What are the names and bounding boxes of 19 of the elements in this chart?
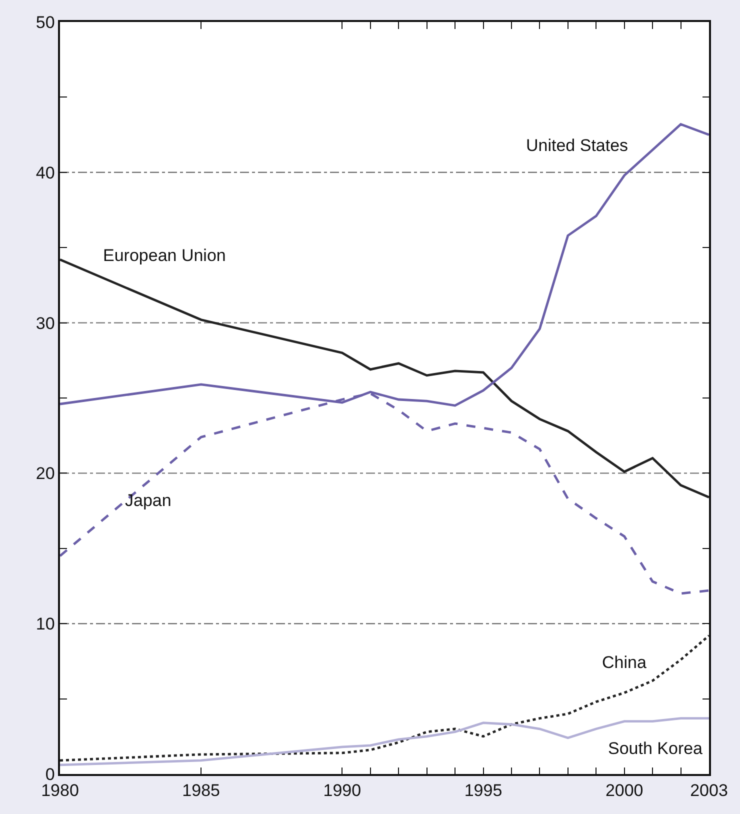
y-tick-label: 20 [36, 464, 55, 484]
annotation: United States [526, 136, 628, 155]
line-series [60, 717, 709, 766]
x-tick-label: 1995 [464, 781, 502, 800]
line-series [60, 634, 709, 762]
y-tick-label: 0 [45, 764, 55, 784]
annotation: China [602, 653, 647, 672]
x-tick-label: 2003 [690, 781, 728, 800]
y-tick-label: 30 [36, 314, 55, 333]
y-tick-label: 50 [36, 12, 55, 32]
x-tick-label: 1980 [41, 781, 79, 800]
y-tick-label: 10 [36, 614, 55, 634]
x-tick-label: 2000 [605, 781, 644, 800]
y-tick-label: 40 [36, 163, 55, 182]
x-tick-label: 1985 [182, 781, 220, 800]
annotation: South Korea [608, 739, 704, 758]
x-tick-label: 1990 [323, 781, 362, 800]
annotation: European Union [103, 246, 226, 265]
annotation: Japan [125, 491, 172, 510]
